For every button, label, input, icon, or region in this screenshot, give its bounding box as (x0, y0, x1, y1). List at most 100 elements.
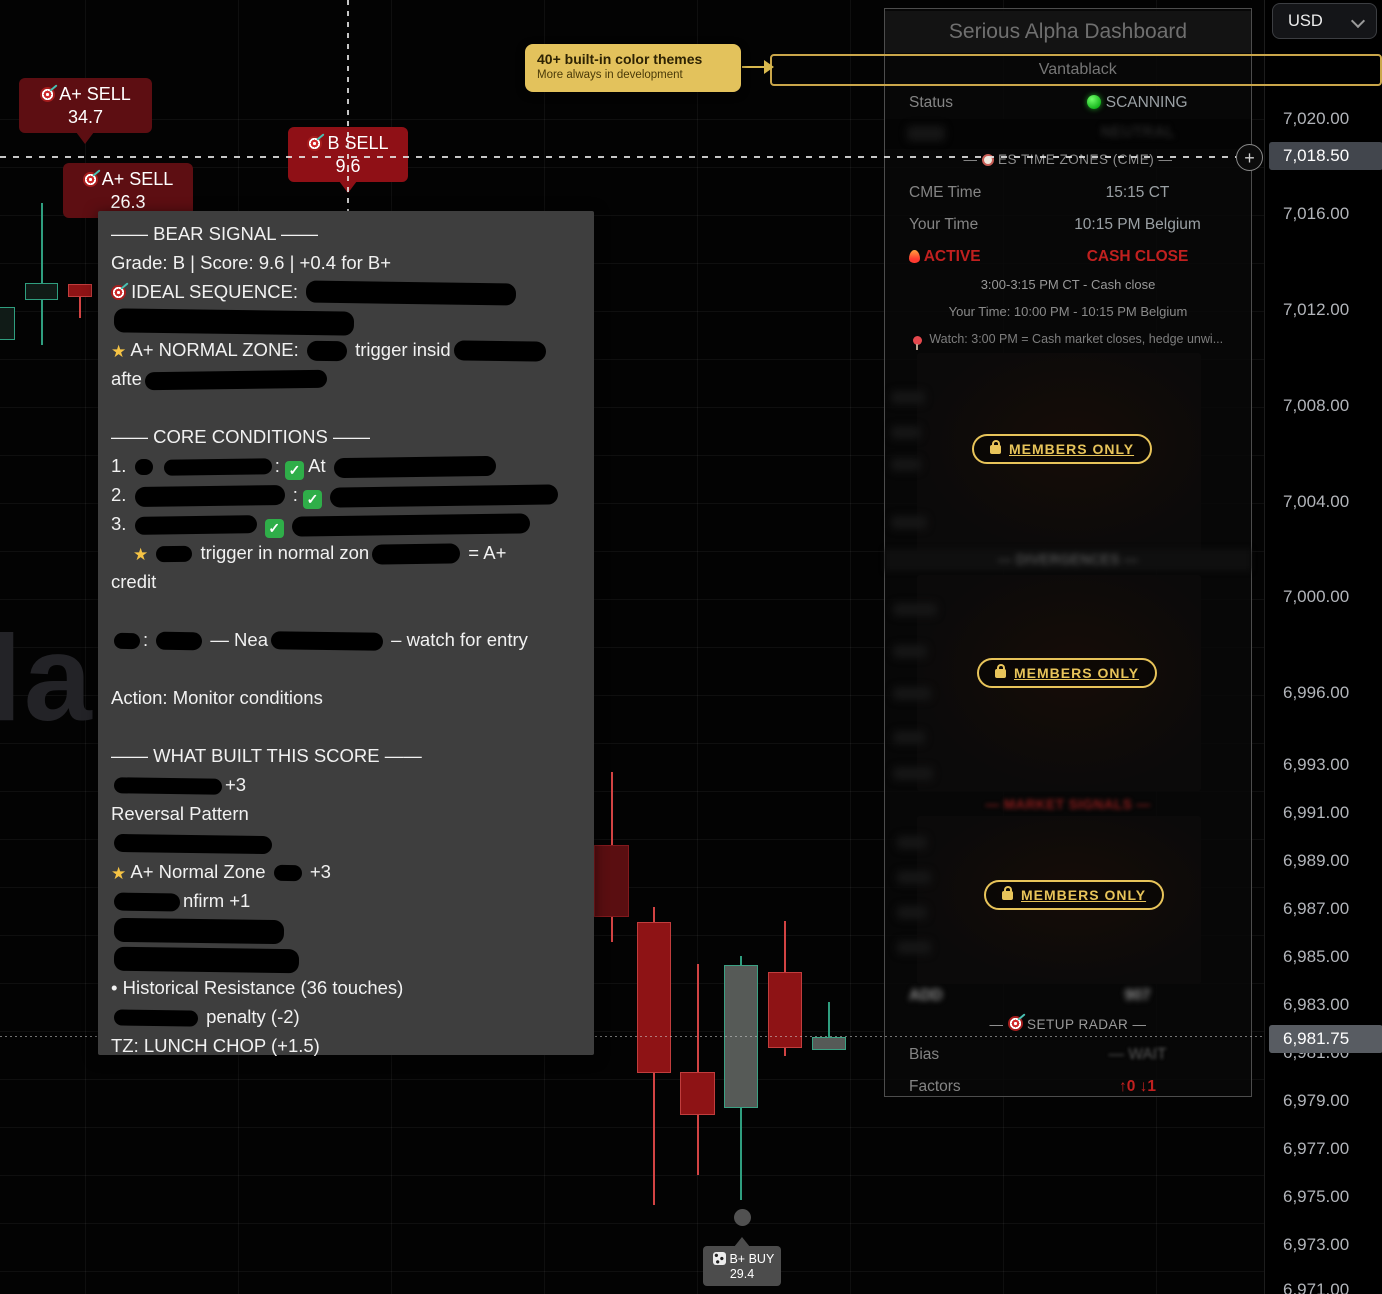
signal-text: B+ BUY (726, 1252, 775, 1266)
redacted-blob (113, 632, 141, 650)
gridline-h (0, 743, 1264, 744)
tooltip-line: nfirm +1 (111, 886, 594, 915)
price-axis-label: 7,000.00 (1283, 587, 1350, 606)
tooltip-text: TZ: LUNCH CHOP (+1.5) (111, 1035, 320, 1056)
tooltip-text: Grade: B | Score: 9.6 | +0.4 for B+ (111, 252, 392, 273)
redacted-blob (453, 340, 546, 362)
target-icon (40, 87, 56, 102)
crosshair-price-box: 7,018.50 (1269, 142, 1382, 170)
signal-pointer (76, 132, 94, 144)
callout-arrow-head (764, 60, 774, 74)
add-alert-plus-button[interactable]: + (1236, 144, 1263, 171)
crosshair-horizontal-line (0, 156, 1236, 158)
check-icon: ✓ (285, 461, 304, 480)
gridline-h (0, 551, 1264, 552)
gridline-h (0, 1223, 1264, 1224)
lock-icon (995, 664, 1006, 678)
price-axis-label: 6,977.00 (1283, 1139, 1350, 1158)
gridline-h (0, 599, 1264, 600)
candle-body (25, 283, 58, 300)
redacted-add-row: ADD 907 (909, 987, 1151, 1004)
price-axis[interactable]: 7,020.00 7,016.00 7,012.00 7,008.00 7,004.00… (1264, 0, 1382, 1294)
redacted-blob (113, 308, 355, 336)
callout-subtitle: More always in development (537, 69, 683, 81)
tooltip-text: trigger insid (349, 339, 451, 360)
redacted-blob (134, 485, 285, 508)
redacted-blob (113, 777, 223, 795)
candle-wick (79, 284, 81, 318)
signal-a-plus-sell-2[interactable]: A+ SELL 26.3 (63, 163, 193, 218)
redacted-blob (306, 280, 517, 306)
tooltip-text: 2. (111, 484, 132, 505)
tooltip-text (148, 542, 153, 563)
theme-row[interactable]: Vantablack (885, 56, 1251, 83)
redacted-label (907, 126, 945, 141)
bias-row: Bias — WAIT (909, 1046, 1167, 1063)
gridline-h (0, 983, 1264, 984)
tooltip-text: nfirm +1 (183, 890, 251, 911)
tooltip-line (111, 828, 594, 857)
signal-text: A+ SELL (55, 84, 131, 104)
redacted-blob (330, 484, 559, 508)
redacted-blob (291, 513, 530, 537)
signal-b-plus-buy[interactable]: B+ BUY 29.4 (703, 1237, 781, 1286)
signal-a-plus-sell-1[interactable]: A+ SELL 34.7 (19, 78, 152, 144)
theme-name: Vantablack (1038, 61, 1117, 78)
tooltip-text: — Nea (205, 629, 268, 650)
crosshair-vertical-line (347, 0, 349, 211)
price-axis-label: 6,989.00 (1283, 851, 1350, 870)
tooltip-text: At (304, 455, 331, 476)
callout-arrow (742, 66, 766, 68)
status-value: SCANNING (1105, 94, 1188, 111)
tooltip-line: ★ trigger in normal zon = A+ (111, 538, 594, 567)
redacted-value: NEUTRAL (1100, 124, 1175, 141)
price-axis-label: 6,993.00 (1283, 755, 1350, 774)
price-axis-label: 6,996.00 (1283, 683, 1350, 702)
price-axis-label: 7,016.00 (1283, 204, 1350, 223)
gridline-h (0, 887, 1264, 888)
locked-section-1 (891, 353, 1201, 556)
annotation-callout: 40+ built-in color themes More always in… (525, 44, 741, 92)
candle-body (812, 1037, 846, 1050)
tooltip-line: Grade: B | Score: 9.6 | +0.4 for B+ (111, 248, 594, 277)
members-only-button-3[interactable]: MEMBERS ONLY (984, 880, 1165, 910)
price-axis-label: 6,975.00 (1283, 1187, 1350, 1206)
redacted-blob (333, 455, 496, 479)
chart-watermark: la (0, 610, 94, 746)
tooltip-text: 3. (111, 513, 132, 534)
price-axis-label: 6,983.00 (1283, 995, 1350, 1014)
tooltip-text: – watch for entry (386, 629, 528, 650)
price-axis-label: 7,020.00 (1283, 109, 1350, 128)
star-icon: ★ (111, 342, 127, 361)
signal-label: B+ BUY (713, 1252, 775, 1266)
candle-body (594, 845, 629, 917)
tooltip-line: • Historical Resistance (36 touches) (111, 973, 594, 1002)
tooltip-line: 2. : ✓ (111, 480, 594, 509)
redacted-blob (113, 834, 273, 855)
tooltip-text (260, 513, 265, 534)
price-axis-label: 7,004.00 (1283, 492, 1350, 511)
redacted-blob (306, 340, 348, 362)
gridline-h (0, 647, 1264, 648)
target-icon (307, 136, 323, 151)
members-only-button-2[interactable]: MEMBERS ONLY (977, 658, 1158, 688)
tooltip-line (111, 915, 594, 945)
members-only-button-1[interactable]: MEMBERS ONLY (972, 434, 1153, 464)
price-axis-label: 6,979.00 (1283, 1091, 1350, 1110)
gridline-h (0, 839, 1264, 840)
redacted-blob (372, 543, 461, 565)
tooltip-text: +3 (304, 861, 331, 882)
tooltip-line: : — Nea – watch for entry (111, 625, 594, 654)
status-row: Status SCANNING (885, 89, 1251, 117)
check-icon: ✓ (303, 490, 322, 509)
redacted-indicator-row: NEUTRAL (885, 119, 1251, 149)
lock-icon (1002, 886, 1013, 900)
currency-dropdown[interactable]: USD (1272, 3, 1377, 39)
signal-tooltip-panel: —— BEAR SIGNAL —— Grade: B | Score: 9.6 |… (98, 211, 594, 1056)
tooltip-text: = A+ (463, 542, 507, 563)
gridline-h (0, 1271, 1264, 1272)
tooltip-line: —— WHAT BUILT THIS SCORE —— (111, 741, 594, 770)
signal-dot-marker (734, 1209, 751, 1226)
tooltip-line: ★ A+ Normal Zone +3 (111, 857, 594, 886)
tooltip-line (111, 393, 594, 422)
